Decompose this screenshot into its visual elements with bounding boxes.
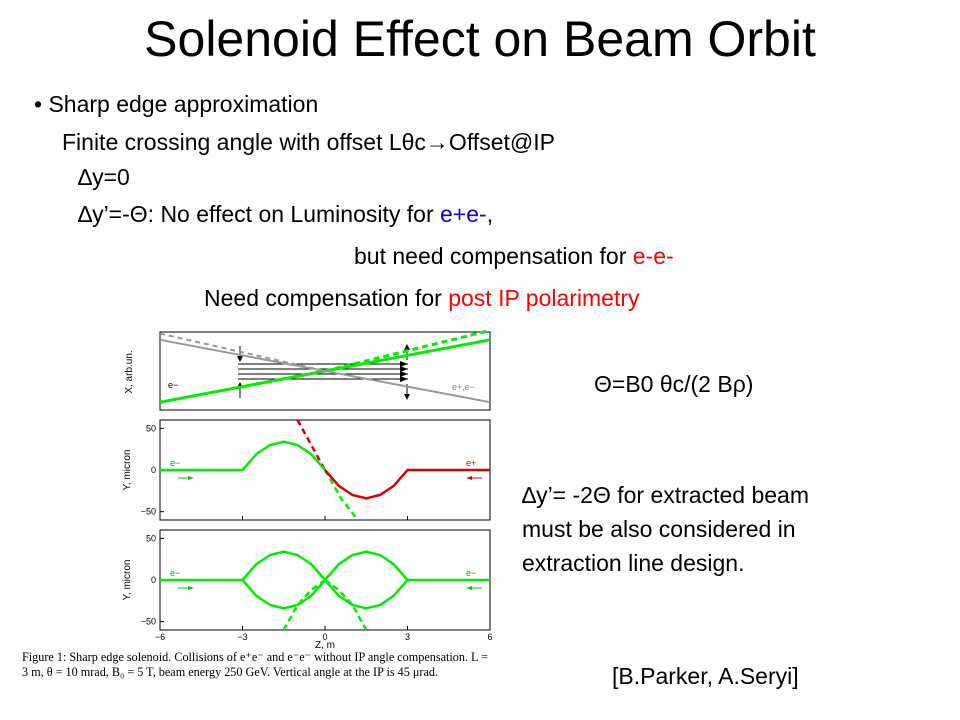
slide-title: Solenoid Effect on Beam Orbit [144,11,816,67]
delta-y-line: ∆y=0 [78,164,130,190]
middle-dashed-0 [296,419,327,471]
bottom-dashed-0 [282,578,326,631]
polarimetry-text: Need compensation for [204,285,449,311]
note-line-3: extraction line design. [522,550,745,576]
compensation-text: but need compensation for [354,243,633,269]
bottom-dashed-1 [324,578,368,631]
bottom-label-eminus-left: e− [170,568,180,578]
top-plot [159,328,491,404]
bottom-series-0 [160,550,409,610]
polarimetry-line: Need compensation for post IP polarimetr… [204,284,640,312]
bottom-xtick-label-2: 0 [322,632,327,642]
top-panel-frame [159,331,491,411]
crossing-angle-line: Finite crossing angle with offset Lθc→Of… [62,129,555,155]
top-series-1 [159,338,491,404]
middle-label-eminus: e− [170,458,180,468]
bullet-marker: • [34,91,43,117]
middle-series-1 [324,468,490,500]
caption-line-1: Figure 1: Sharp edge solenoid. Collision… [22,650,488,664]
middle-ytick-label-0: 50 [146,423,156,433]
delta-y-prime-line: ∆y’=-Θ: No effect on Luminosity for e+e-… [78,200,493,228]
bottom-ytick-label-1: 0 [151,575,156,585]
epem-highlight: e+e- [440,201,487,227]
bottom-xtick-label-1: −3 [237,632,247,642]
emem-highlight: e-e- [632,243,674,269]
extraction-note: ∆y’= -2Θ for extracted beam must be also… [522,478,809,580]
note-line-1: ∆y’= -2Θ for extracted beam [522,482,809,508]
note-line-2: must be also considered in [522,516,796,542]
middle-ytick-label-1: 0 [151,465,156,475]
bullet-line: • Sharp edge approximation [34,90,318,118]
orbit-figure: X, arb.un. e− e+,e− Y, micron 500−50 e− … [122,328,493,650]
compensation-line: but need compensation for e-e- [354,242,674,270]
delta-y-prime-comma: , [486,201,494,227]
theta-formula: Θ=B0 θc/(2 Bρ) [594,371,754,397]
middle-label-eplus: e+ [466,458,476,468]
top-label-eminus: e− [168,380,178,390]
bullet-text: Sharp edge approximation [48,91,319,117]
middle-direction-arrows [178,476,482,480]
top-gray-extension [159,332,326,372]
middle-ytick-label-2: −50 [141,507,156,517]
bottom-ytick-label-0: 50 [146,533,156,543]
delta-y-prime-text: ∆y’=-Θ: No effect on Luminosity for [78,201,440,227]
bottom-label-eminus-right: e− [466,568,476,578]
bottom-xtick-label-3: 3 [405,632,410,642]
bottom-plot: 50 0 −50 [141,533,490,631]
top-eminus-extension [324,328,491,373]
citation: [B.Parker, A.Seryi] [612,663,799,689]
top-label-epem: e+,e− [452,382,475,392]
bottom-xtick-label-4: 6 [487,632,492,642]
bottom-series-1 [241,550,490,610]
middle-plot: 50 0 −50 [141,419,490,521]
caption-line-2: 3 m, θ = 10 mrad, B₀ = 5 T, beam energy … [22,665,438,679]
middle-ylabel: Y, micron [122,450,133,491]
polarimetry-highlight: post IP polarimetry [448,285,640,311]
bottom-ytick-label-2: −50 [141,617,156,627]
figure-caption: Figure 1: Sharp edge solenoid. Collision… [22,650,582,680]
middle-series-0 [160,440,326,472]
bottom-ylabel: Y, micron [122,560,133,601]
bottom-xlabel: Z, m [315,640,335,650]
bottom-xtick-label-0: −6 [155,632,165,642]
bottom-direction-arrows [178,586,482,590]
middle-dashed-1 [323,469,359,521]
top-ylabel: X, arb.un. [124,350,135,393]
